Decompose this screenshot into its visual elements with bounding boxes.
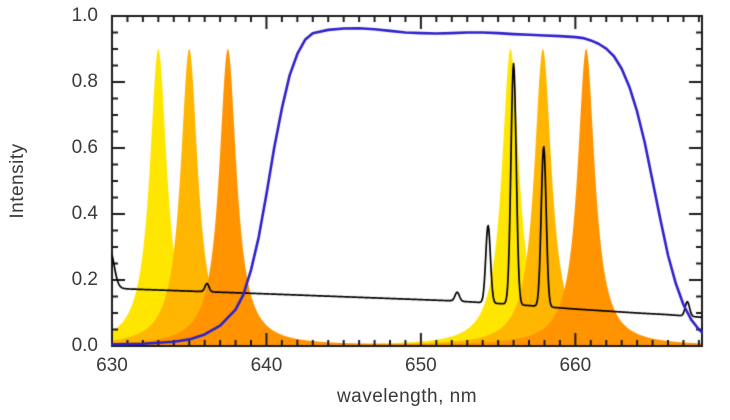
- y-tick-label: 0.6: [71, 137, 98, 158]
- x-tick-label: 650: [405, 355, 437, 376]
- x-tick-label: 640: [250, 355, 283, 376]
- y-tick-label: 0.0: [71, 335, 98, 356]
- y-tick-label: 0.4: [71, 203, 98, 224]
- x-axis-title: wavelength, nm: [336, 386, 478, 407]
- x-tick-label: 630: [96, 355, 128, 376]
- y-tick-label: 0.8: [71, 71, 98, 92]
- y-tick-label: 1.0: [71, 5, 98, 26]
- y-tick-label: 0.2: [71, 269, 98, 290]
- x-tick-label: 660: [559, 355, 592, 376]
- y-axis-title: Intensity: [7, 143, 28, 219]
